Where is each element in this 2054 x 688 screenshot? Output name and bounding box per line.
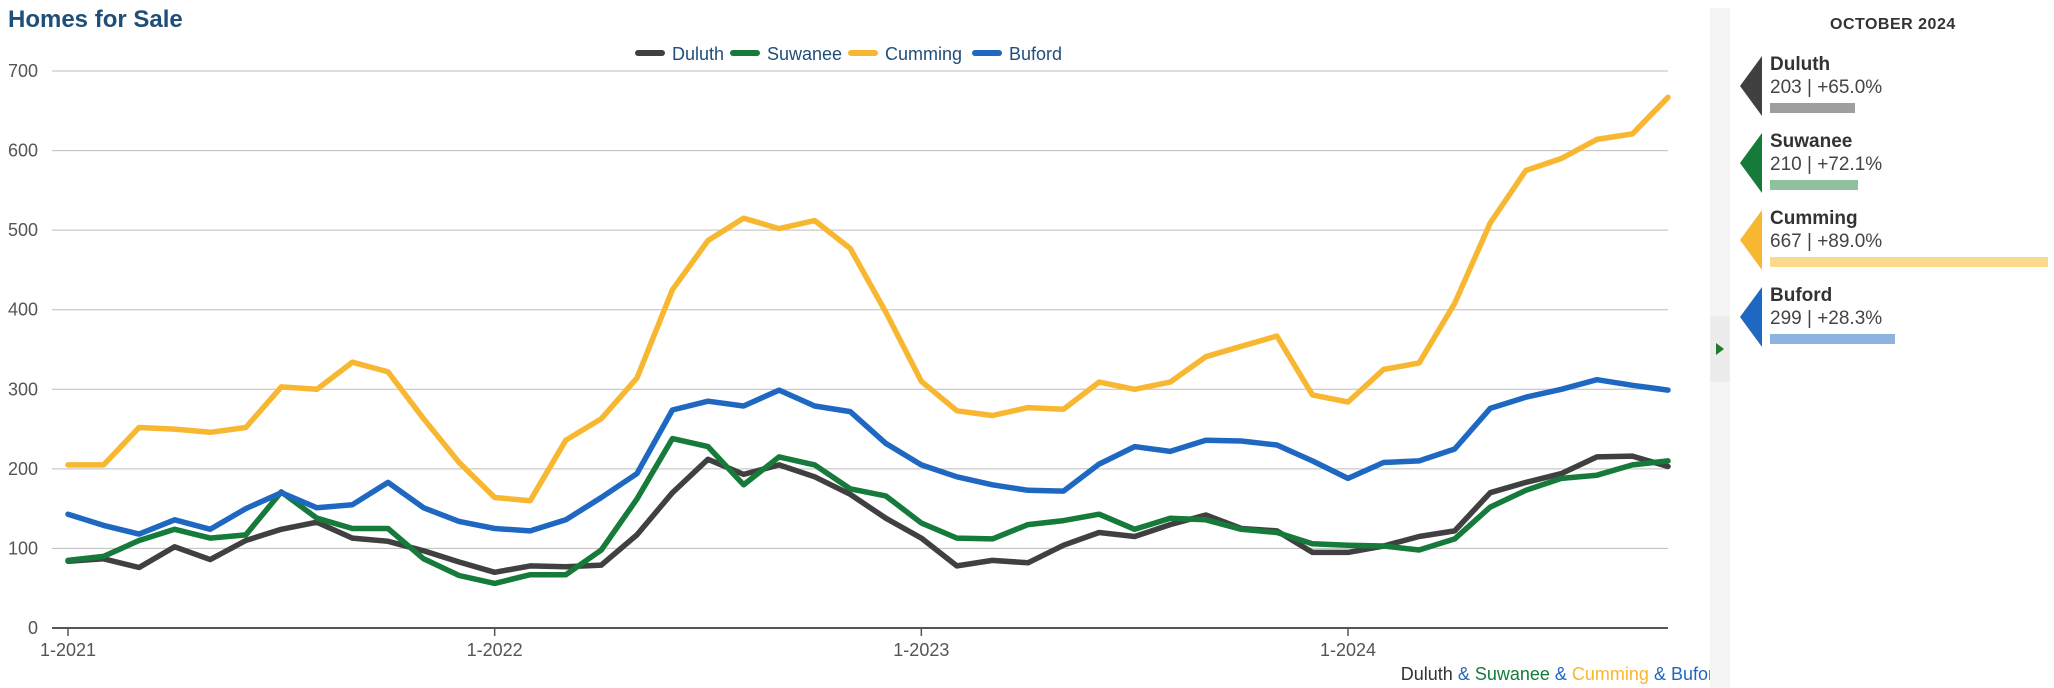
side-panel-heading: OCTOBER 2024 xyxy=(1830,16,1956,33)
side-item-duluth: Duluth 203 | +65.0% xyxy=(1740,54,2054,124)
line-chart: 0 100 200 300 400 500 600 700 1-2021 1-2022 1-2023… xyxy=(8,44,1671,660)
side-item-suwanee: Suwanee 210 | +72.1% xyxy=(1740,131,2054,201)
side-item-buford: Buford 299 | +28.3% xyxy=(1740,285,2054,355)
legend-label-cumming: Cumming xyxy=(885,44,962,64)
side-item-name: Cumming xyxy=(1770,208,1858,229)
side-item-bar xyxy=(1770,257,2048,267)
series-line-cumming xyxy=(65,94,1671,504)
y-tick-label: 300 xyxy=(8,379,38,399)
legend-label-buford: Buford xyxy=(1009,44,1062,64)
footer-part: Duluth xyxy=(1400,664,1453,684)
x-tick-label: 1-2023 xyxy=(893,640,949,660)
y-tick-label: 600 xyxy=(8,141,38,161)
series-line-suwanee xyxy=(65,435,1671,587)
y-tick-label: 0 xyxy=(28,618,38,638)
y-tick-label: 700 xyxy=(8,61,38,81)
legend-label-duluth: Duluth xyxy=(672,44,724,64)
caret-left-icon xyxy=(1740,287,1762,347)
footer-part: Cumming xyxy=(1571,664,1649,684)
y-tick-label: 500 xyxy=(8,220,38,240)
collapse-toggle-button[interactable] xyxy=(1710,316,1730,382)
side-panel: OCTOBER 2024 Duluth 203 | +65.0% Suwanee 21… xyxy=(1740,0,2054,688)
series-line-buford xyxy=(65,376,1671,537)
x-tick-label: 1-2022 xyxy=(467,640,523,660)
side-item-bar xyxy=(1770,334,1895,344)
legend-label-suwanee: Suwanee xyxy=(767,44,842,64)
side-item-stat: 299 | +28.3% xyxy=(1770,308,1883,329)
side-item-stat: 203 | +65.0% xyxy=(1770,77,1883,98)
side-item-cumming: Cumming 667 | +89.0% xyxy=(1740,208,2054,278)
side-item-stat: 210 | +72.1% xyxy=(1770,154,1883,175)
footer-part: & xyxy=(1549,664,1572,684)
caret-left-icon xyxy=(1740,56,1762,116)
footer-part: & xyxy=(1648,664,1671,684)
caret-left-icon xyxy=(1740,133,1762,193)
y-tick-label: 100 xyxy=(8,538,38,558)
caret-left-icon xyxy=(1740,210,1762,270)
side-item-name: Duluth xyxy=(1770,54,1831,75)
x-tick-label: 1-2024 xyxy=(1320,640,1376,660)
x-tick-label: 1-2021 xyxy=(40,640,96,660)
y-tick-label: 400 xyxy=(8,300,38,320)
side-item-name: Buford xyxy=(1770,285,1833,306)
side-item-bar xyxy=(1770,103,1855,113)
footer-credit: Duluth & Suwanee & Cumming & Buford xyxy=(1401,664,1724,685)
chart-title: Homes for Sale xyxy=(8,6,183,33)
footer-part: Suwanee xyxy=(1474,664,1550,684)
side-item-stat: 667 | +89.0% xyxy=(1770,231,1883,252)
side-item-bar xyxy=(1770,180,1858,190)
side-item-name: Suwanee xyxy=(1770,131,1853,152)
series-line-duluth xyxy=(65,453,1671,576)
y-tick-label: 200 xyxy=(8,459,38,479)
footer-part: & xyxy=(1452,664,1475,684)
